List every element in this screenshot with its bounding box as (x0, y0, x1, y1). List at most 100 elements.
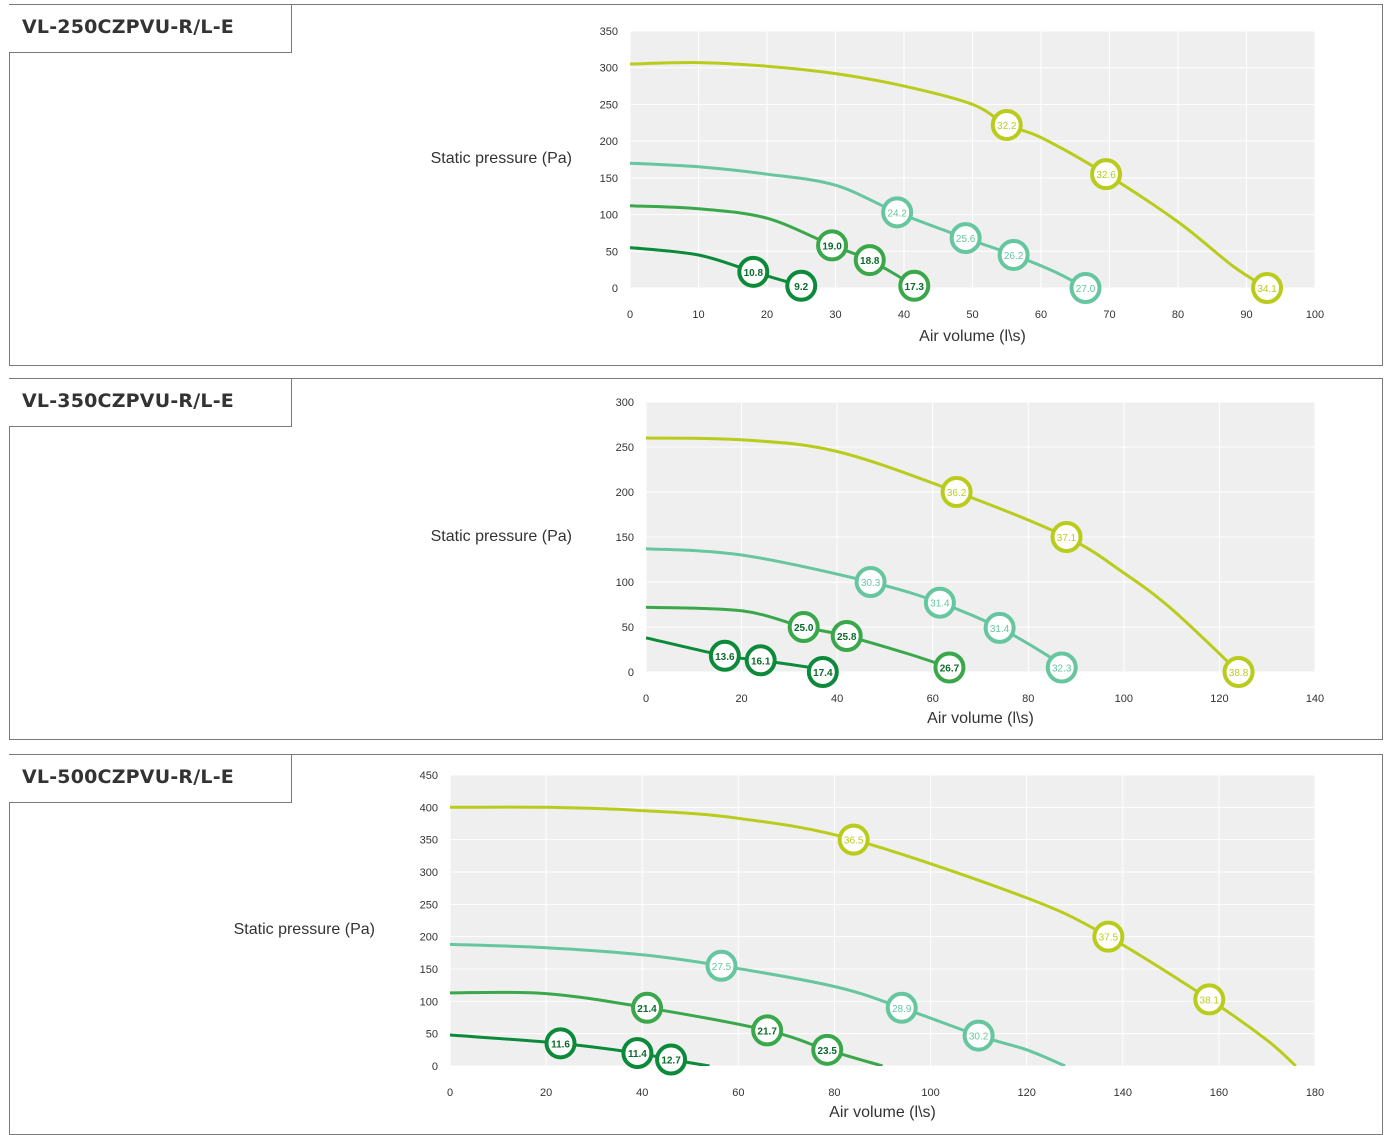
operating-point: 19.0 (816, 229, 849, 262)
x-tick-label: 60 (1035, 309, 1047, 321)
operating-point-marker (655, 1043, 688, 1076)
operating-point: 17.3 (898, 269, 931, 302)
x-tick-label: 100 (1115, 693, 1133, 705)
efficiency-label: 19.0 (822, 241, 842, 252)
efficiency-label: 17.4 (813, 668, 833, 679)
operating-point: 34.1 (1251, 272, 1284, 304)
x-tick-label: 40 (831, 693, 843, 705)
efficiency-label: 38.1 (1200, 995, 1220, 1006)
operating-point-marker (881, 196, 914, 229)
operating-point-marker (787, 611, 820, 643)
operating-point: 32.3 (1045, 651, 1078, 684)
operating-point-marker (1050, 521, 1083, 553)
operating-point-marker (811, 1033, 844, 1066)
operating-point: 25.0 (787, 611, 820, 643)
efficiency-label: 21.4 (637, 1004, 657, 1015)
operating-point: 24.2 (881, 196, 914, 229)
operating-point-marker (1069, 272, 1102, 304)
efficiency-label: 30.3 (861, 578, 881, 589)
x-tick-label: 60 (732, 1087, 744, 1099)
y-tick-label: 100 (420, 996, 438, 1008)
operating-point: 38.1 (1193, 983, 1226, 1016)
y-tick-label: 50 (606, 246, 618, 258)
model-title: VL-500CZPVU-R/L-E (22, 766, 234, 788)
operating-point: 37.5 (1092, 920, 1125, 953)
operating-point-marker (1193, 983, 1226, 1016)
operating-point-marker (1092, 920, 1125, 953)
operating-point: 10.8 (737, 255, 770, 288)
x-tick-label: 40 (898, 309, 910, 321)
y-tick-label: 300 (600, 63, 618, 75)
y-tick-label: 0 (432, 1061, 438, 1073)
y-tick-label: 50 (426, 1029, 438, 1041)
efficiency-label: 37.5 (1099, 933, 1119, 944)
operating-point: 9.2 (785, 269, 818, 302)
fan-curve-line (630, 246, 802, 288)
efficiency-label: 36.2 (947, 488, 967, 499)
operating-point-marker (1222, 656, 1255, 688)
x-tick-label: 20 (735, 693, 747, 705)
efficiency-label: 32.6 (1096, 170, 1116, 181)
efficiency-label: 25.6 (956, 234, 976, 245)
x-tick-label: 0 (447, 1087, 453, 1099)
x-tick-label: 0 (627, 309, 633, 321)
efficiency-label: 24.2 (887, 208, 907, 219)
operating-point: 26.7 (933, 651, 966, 684)
efficiency-label: 16.1 (751, 656, 771, 667)
efficiency-label: 21.7 (757, 1026, 777, 1037)
x-axis-label: Air volume (l\s) (829, 1104, 936, 1121)
efficiency-label: 31.4 (930, 599, 950, 610)
efficiency-label: 11.6 (551, 1039, 570, 1050)
efficiency-label: 34.1 (1257, 284, 1277, 295)
operating-point: 18.8 (853, 244, 886, 277)
y-tick-label: 250 (600, 99, 618, 111)
operating-point-marker (737, 255, 770, 288)
efficiency-label: 17.3 (905, 282, 925, 293)
y-tick-label: 150 (616, 532, 634, 544)
y-tick-label: 100 (600, 210, 618, 222)
y-axis-label: Static pressure (Pa) (234, 921, 375, 938)
operating-point: 21.7 (751, 1014, 784, 1047)
efficiency-label: 25.0 (794, 623, 814, 634)
efficiency-label: 38.8 (1229, 668, 1249, 679)
x-tick-label: 80 (1022, 693, 1034, 705)
model-title: VL-250CZPVU-R/L-E (22, 16, 234, 38)
x-tick-label: 40 (636, 1087, 648, 1099)
operating-point: 25.8 (830, 620, 863, 652)
efficiency-label: 26.7 (940, 664, 960, 675)
operating-point: 21.4 (631, 991, 664, 1024)
operating-point-marker (621, 1037, 654, 1070)
operating-point-marker (631, 991, 664, 1024)
operating-point-marker (949, 222, 982, 255)
y-tick-label: 450 (420, 770, 438, 782)
x-tick-label: 100 (921, 1087, 939, 1099)
y-tick-label: 350 (600, 26, 618, 38)
operating-point-marker (997, 238, 1030, 271)
x-tick-label: 10 (692, 309, 704, 321)
model-title-tab: VL-250CZPVU-R/L-E (9, 4, 292, 53)
operating-point: 26.2 (997, 238, 1030, 271)
operating-point: 31.4 (983, 611, 1016, 644)
x-axis-label: Air volume (l\s) (927, 710, 1034, 727)
y-tick-label: 200 (600, 136, 618, 148)
y-tick-label: 150 (600, 173, 618, 185)
y-tick-label: 50 (622, 622, 634, 634)
operating-point: 30.3 (854, 566, 887, 598)
x-tick-label: 30 (829, 309, 841, 321)
operating-point: 28.9 (885, 991, 918, 1024)
operating-point-marker (898, 269, 931, 302)
operating-point: 31.4 (923, 586, 956, 619)
operating-point-marker (544, 1027, 577, 1060)
fan-curve-line (450, 942, 1066, 1066)
efficiency-label: 27.0 (1076, 284, 1096, 295)
efficiency-label: 12.7 (661, 1056, 681, 1067)
efficiency-label: 37.1 (1057, 533, 1077, 544)
operating-point: 38.8 (1222, 656, 1255, 688)
operating-point-marker (837, 823, 870, 856)
operating-point-marker (983, 611, 1016, 644)
efficiency-label: 13.6 (715, 652, 735, 663)
operating-point-marker (940, 476, 973, 508)
operating-point: 36.5 (837, 823, 870, 856)
